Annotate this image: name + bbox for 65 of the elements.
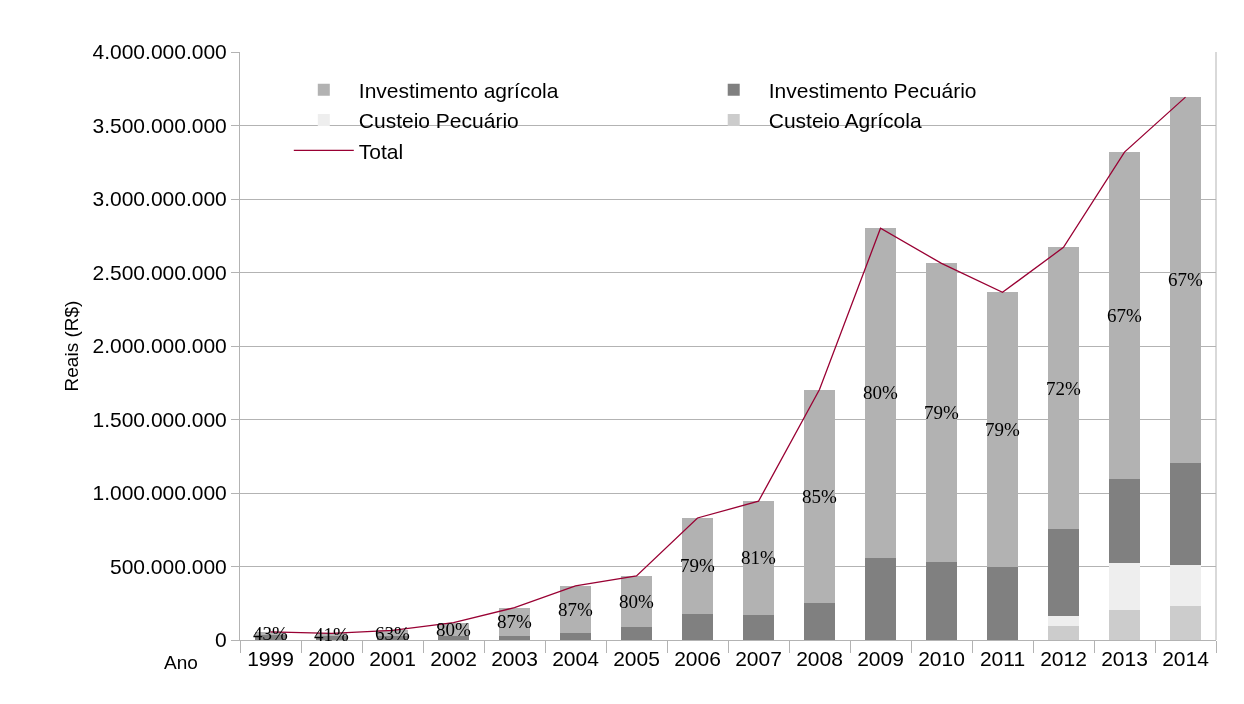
x-tick-label: 2013 xyxy=(1101,647,1148,671)
x-tick-label: 2014 xyxy=(1162,647,1210,671)
y-tick-label: 0 xyxy=(215,628,227,652)
bar xyxy=(926,561,957,640)
annotation: 72% xyxy=(1046,378,1081,399)
bar xyxy=(1170,564,1201,606)
annotation: 80% xyxy=(619,591,654,612)
bar xyxy=(1170,462,1201,565)
x-tick-label: 2002 xyxy=(430,647,477,671)
bar xyxy=(1109,563,1140,611)
annotation: 67% xyxy=(1168,269,1203,290)
y-tick-label: 500.000.000 xyxy=(110,554,227,578)
x-tick-label: 2009 xyxy=(857,647,904,671)
bar xyxy=(743,614,774,640)
legend-label: Custeio Pecuário xyxy=(358,109,519,133)
bar xyxy=(987,566,1018,640)
x-tick-label: 2001 xyxy=(369,647,416,671)
x-tick-label: 1999 xyxy=(247,647,294,671)
y-tick-label: 4.000.000.000 xyxy=(92,40,227,64)
bar xyxy=(1109,478,1140,564)
legend-label: Investimento Pecuário xyxy=(768,78,977,102)
bar xyxy=(499,635,530,640)
y-axis-title: Reais (R$) xyxy=(61,300,83,392)
annotation: 87% xyxy=(497,611,532,632)
x-tick-label: 2004 xyxy=(552,647,600,671)
y-tick-label: 1.000.000.000 xyxy=(92,481,227,505)
legend-label: Investimento agrícola xyxy=(358,78,559,102)
legend-label: Total xyxy=(358,139,404,163)
bar xyxy=(682,613,713,640)
x-tick-label: 2003 xyxy=(491,647,538,671)
bar xyxy=(1048,615,1079,626)
x-tick-label: 2011 xyxy=(979,647,1026,671)
annotation: 79% xyxy=(680,555,715,576)
bar xyxy=(560,632,591,640)
annotation: 67% xyxy=(1107,305,1142,326)
bar xyxy=(1170,605,1201,640)
annotation: 85% xyxy=(802,486,837,507)
y-tick-label: 2.000.000.000 xyxy=(92,334,227,358)
bar xyxy=(438,636,469,640)
bar xyxy=(621,627,652,640)
x-tick-label: 2006 xyxy=(674,647,721,671)
y-tick-label: 3.500.000.000 xyxy=(92,113,227,137)
bar xyxy=(1109,610,1140,640)
y-tick-label: 3.000.000.000 xyxy=(92,187,227,211)
y-tick-label: 1.500.000.000 xyxy=(92,407,227,431)
annotation: 79% xyxy=(924,402,959,423)
x-tick-label: 2007 xyxy=(735,647,782,671)
annotation: 87% xyxy=(558,599,593,620)
bar xyxy=(1048,625,1079,640)
annotation: 80% xyxy=(863,382,898,403)
annotation: 43% xyxy=(253,623,288,644)
annotation: 81% xyxy=(741,547,776,568)
x-tick-label: 2000 xyxy=(308,647,355,671)
bar xyxy=(804,603,835,640)
x-axis-title: Ano xyxy=(164,652,198,673)
x-tick-label: 2010 xyxy=(918,647,965,671)
annotation: 80% xyxy=(436,619,471,640)
y-tick-label: 2.500.000.000 xyxy=(92,260,227,284)
bar xyxy=(865,557,896,640)
annotation: 79% xyxy=(985,419,1020,440)
bar xyxy=(1048,528,1079,616)
x-tick-label: 2012 xyxy=(1040,647,1087,671)
x-tick-label: 2008 xyxy=(796,647,843,671)
x-tick-label: 2005 xyxy=(613,647,660,671)
legend-label: Custeio Agrícola xyxy=(768,109,922,133)
